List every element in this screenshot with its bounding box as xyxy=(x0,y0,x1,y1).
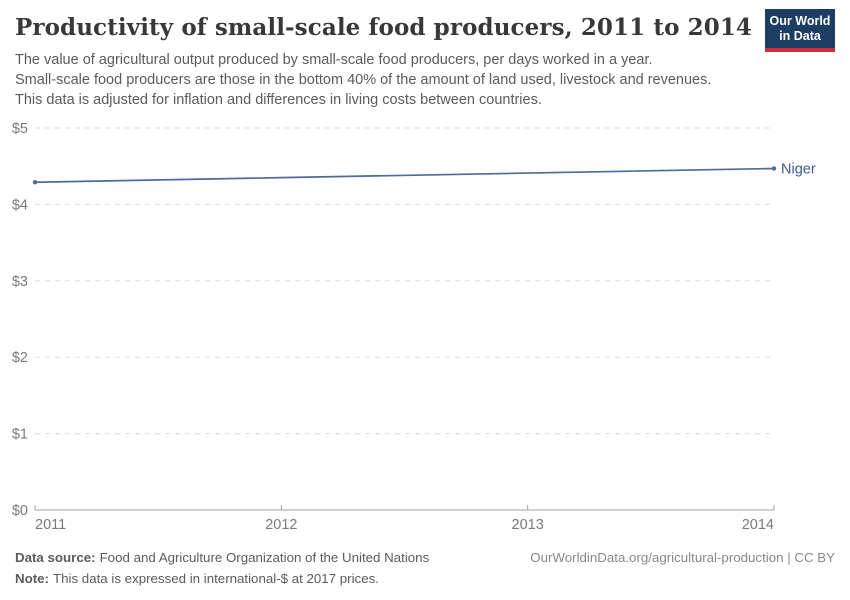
y-tick-label: $4 xyxy=(12,197,28,213)
y-tick-label: $3 xyxy=(12,274,28,290)
subtitle-line-1: The value of agricultural output produce… xyxy=(15,52,653,68)
x-tick-label: 2012 xyxy=(265,517,297,533)
data-source-row: Data source: Food and Agriculture Organiz… xyxy=(15,547,835,568)
subtitle-line-2: Small-scale food producers are those in … xyxy=(15,72,712,88)
y-tick-label: $2 xyxy=(12,350,28,366)
owid-logo-line-1: Our World xyxy=(769,13,831,28)
note-text: This data is expressed in international-… xyxy=(52,571,379,586)
chart-header: Productivity of small-scale food produce… xyxy=(15,14,835,110)
line-chart-svg: $0 $1 $2 $3 $4 $5 2011 2012 2013 2014 Niger xyxy=(12,121,816,533)
chart-title: Productivity of small-scale food produce… xyxy=(15,14,753,41)
note-row: Note: This data is expressed in internati… xyxy=(15,568,835,589)
chart-footer: Data source: Food and Agriculture Organiz… xyxy=(15,547,835,589)
chart-subtitle: The value of agricultural output produce… xyxy=(15,50,835,110)
y-tick-label: $1 xyxy=(12,427,28,443)
subtitle-line-3: This data is adjusted for inflation and … xyxy=(15,92,542,108)
x-tick-label: 2014 xyxy=(742,517,774,533)
owid-logo-line-2: in Data xyxy=(779,28,821,43)
x-tick-label: 2013 xyxy=(512,517,544,533)
y-tick-label: $0 xyxy=(12,503,28,519)
series-label-niger[interactable]: Niger xyxy=(781,161,816,177)
y-tick-label: $5 xyxy=(12,121,28,137)
x-tick-label: 2011 xyxy=(35,517,66,533)
niger-start-point[interactable] xyxy=(32,180,38,185)
data-source-text: Food and Agriculture Organization of the… xyxy=(99,550,430,565)
owid-logo[interactable]: Our World in Data xyxy=(765,9,835,52)
citation-link[interactable]: OurWorldinData.org/agricultural-producti… xyxy=(530,550,835,565)
niger-end-point[interactable] xyxy=(771,166,777,171)
line-chart-area: $0 $1 $2 $3 $4 $5 2011 2012 2013 2014 Niger xyxy=(0,115,850,540)
data-source-label: Data source: xyxy=(15,550,96,565)
note-label: Note: xyxy=(15,571,49,586)
niger-line[interactable] xyxy=(34,167,775,184)
